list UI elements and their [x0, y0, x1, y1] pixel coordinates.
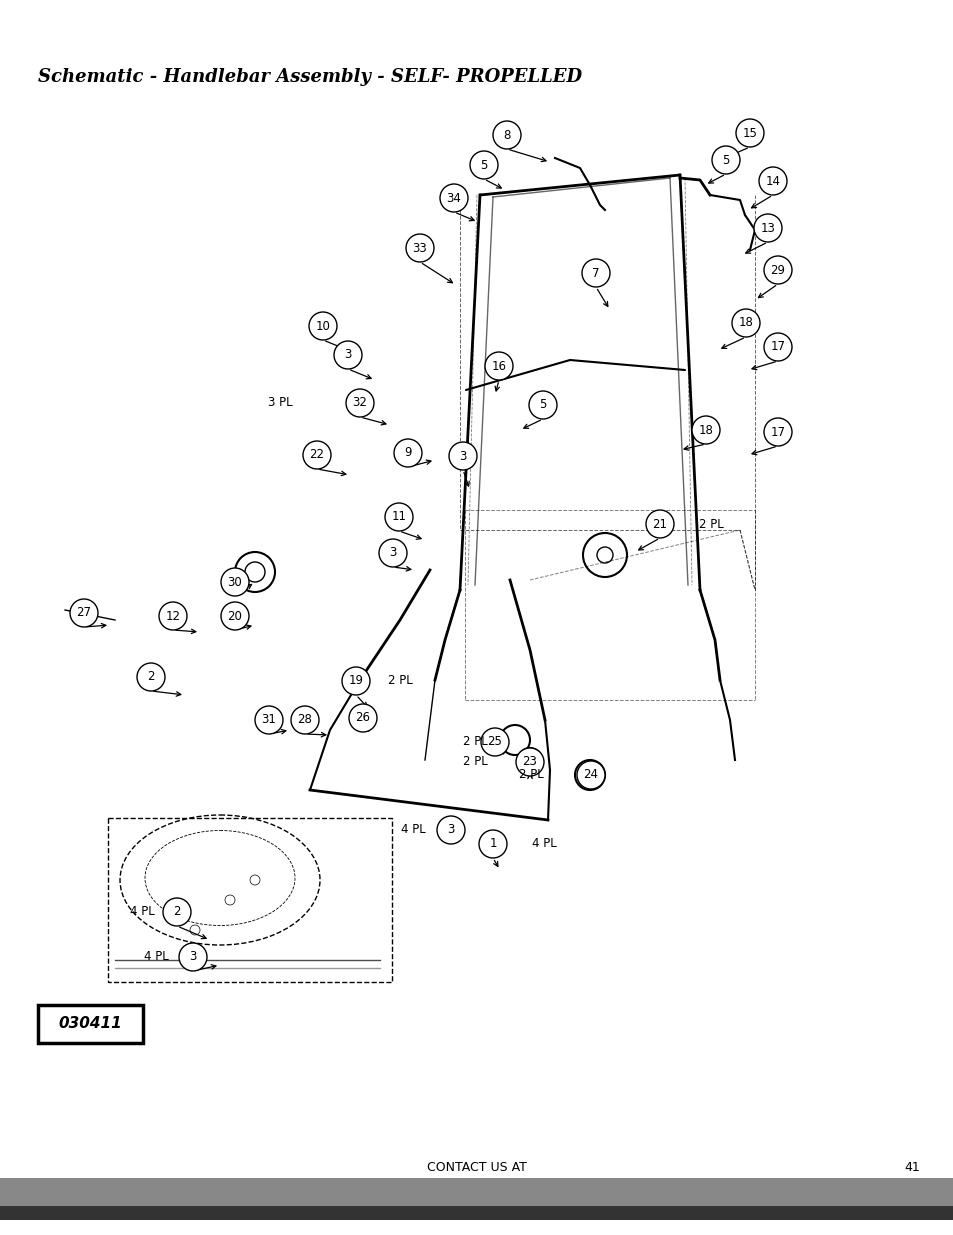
Circle shape — [470, 151, 497, 179]
Text: 27: 27 — [76, 606, 91, 620]
Circle shape — [394, 438, 421, 467]
Circle shape — [691, 416, 720, 445]
Text: 24: 24 — [583, 768, 598, 782]
Circle shape — [436, 816, 464, 844]
Text: 15: 15 — [741, 126, 757, 140]
Text: 1: 1 — [489, 837, 497, 851]
Text: Schematic - Handlebar Assembly - SELF- PROPELLED: Schematic - Handlebar Assembly - SELF- P… — [38, 68, 581, 86]
Circle shape — [303, 441, 331, 469]
Text: 18: 18 — [698, 424, 713, 436]
Circle shape — [406, 233, 434, 262]
Text: 12: 12 — [165, 610, 180, 622]
Text: 2 PL: 2 PL — [462, 736, 487, 748]
Circle shape — [137, 663, 165, 692]
Circle shape — [763, 256, 791, 284]
Text: 31: 31 — [261, 714, 276, 726]
Text: 9: 9 — [404, 447, 412, 459]
Text: 7: 7 — [592, 267, 599, 279]
Text: CONTACT US AT: CONTACT US AT — [427, 1161, 526, 1174]
Circle shape — [221, 568, 249, 597]
Text: 33: 33 — [413, 242, 427, 254]
Text: 5: 5 — [479, 158, 487, 172]
Text: 34: 34 — [446, 191, 461, 205]
Circle shape — [529, 391, 557, 419]
Circle shape — [378, 538, 407, 567]
Text: 17: 17 — [770, 341, 784, 353]
Text: 4 PL: 4 PL — [130, 905, 154, 919]
Text: 23: 23 — [522, 756, 537, 768]
Circle shape — [581, 259, 609, 287]
Circle shape — [480, 727, 509, 756]
Text: 13: 13 — [760, 221, 775, 235]
Text: 3: 3 — [389, 547, 396, 559]
Text: 22: 22 — [309, 448, 324, 462]
Circle shape — [254, 706, 283, 734]
Circle shape — [493, 121, 520, 149]
Bar — [0, 1207, 953, 1220]
Circle shape — [439, 184, 468, 212]
Text: 17: 17 — [770, 426, 784, 438]
Text: 4 PL: 4 PL — [400, 824, 425, 836]
Circle shape — [385, 503, 413, 531]
Circle shape — [753, 214, 781, 242]
Text: 18: 18 — [738, 316, 753, 330]
Text: 10: 10 — [315, 320, 330, 332]
Circle shape — [645, 510, 673, 538]
Text: 26: 26 — [355, 711, 370, 725]
Circle shape — [346, 389, 374, 417]
Circle shape — [763, 417, 791, 446]
Circle shape — [577, 761, 604, 789]
Text: 2: 2 — [147, 671, 154, 683]
Text: 29: 29 — [770, 263, 784, 277]
Text: 2 PL: 2 PL — [462, 756, 487, 768]
Circle shape — [334, 341, 361, 369]
Text: 41: 41 — [903, 1161, 919, 1174]
Text: 2 PL: 2 PL — [518, 768, 543, 782]
Circle shape — [70, 599, 98, 627]
Circle shape — [159, 601, 187, 630]
Text: 3: 3 — [344, 348, 352, 362]
Text: 20: 20 — [228, 610, 242, 622]
Text: 5: 5 — [538, 399, 546, 411]
Text: 3 PL: 3 PL — [268, 396, 293, 410]
Text: 28: 28 — [297, 714, 313, 726]
Circle shape — [731, 309, 760, 337]
Text: 21: 21 — [652, 517, 667, 531]
Bar — [0, 1178, 953, 1207]
Circle shape — [735, 119, 763, 147]
Text: 32: 32 — [353, 396, 367, 410]
Text: 2 PL: 2 PL — [388, 674, 413, 688]
Text: 14: 14 — [764, 174, 780, 188]
Text: 030411: 030411 — [58, 1016, 122, 1031]
Text: 16: 16 — [491, 359, 506, 373]
Text: 4 PL: 4 PL — [144, 951, 169, 963]
Circle shape — [349, 704, 376, 732]
Circle shape — [163, 898, 191, 926]
Text: 5: 5 — [721, 153, 729, 167]
Circle shape — [309, 312, 336, 340]
Circle shape — [449, 442, 476, 471]
Text: 4 PL: 4 PL — [532, 837, 557, 851]
Circle shape — [711, 146, 740, 174]
Text: 2 PL: 2 PL — [699, 517, 723, 531]
Circle shape — [221, 601, 249, 630]
Circle shape — [478, 830, 506, 858]
Circle shape — [516, 748, 543, 776]
Circle shape — [763, 333, 791, 361]
Text: 3: 3 — [189, 951, 196, 963]
Text: 11: 11 — [391, 510, 406, 524]
Text: 3: 3 — [458, 450, 466, 462]
Text: 8: 8 — [503, 128, 510, 142]
Circle shape — [341, 667, 370, 695]
Text: 25: 25 — [487, 736, 502, 748]
Bar — [38, 1005, 143, 1044]
Circle shape — [759, 167, 786, 195]
Circle shape — [484, 352, 513, 380]
Text: 30: 30 — [228, 576, 242, 589]
Text: 19: 19 — [348, 674, 363, 688]
Text: 3: 3 — [447, 824, 455, 836]
Circle shape — [291, 706, 318, 734]
Circle shape — [179, 944, 207, 971]
Text: 2: 2 — [173, 905, 180, 919]
